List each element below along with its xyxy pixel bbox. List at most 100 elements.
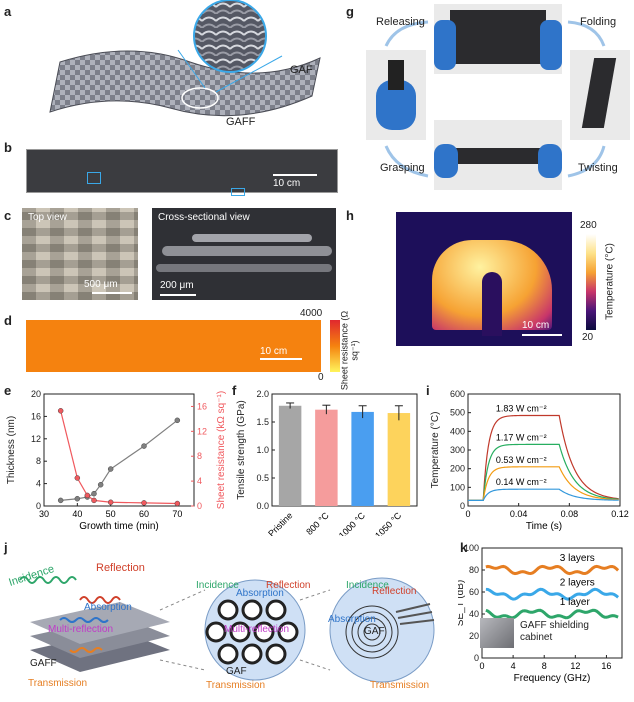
chart-k-series-1-line	[485, 587, 620, 601]
panel-j-illustration: Incidence Reflection Absorption Multi-re…	[0, 540, 460, 697]
chart-i-series-3-label: 0.14 W cm⁻²	[496, 477, 547, 487]
scale-text-b: 10 cm	[273, 178, 301, 189]
colorbar-h-max: 280	[580, 220, 597, 231]
chart-i-xtick-label: 0.12	[611, 509, 629, 519]
chart-f-bar	[278, 405, 302, 506]
chart-f-category-label: 1050 °C	[373, 510, 403, 536]
chart-e-xtick-label: 60	[139, 509, 149, 519]
transmission-label-3: Transmission	[370, 680, 430, 691]
chart-i-ytick-label: 400	[450, 426, 465, 436]
panel-g-photos: Releasing Folding Grasping Twisting	[346, 0, 634, 200]
chart-e-y2tick-label: 16	[197, 401, 207, 411]
chart-k-xtick-label: 16	[601, 661, 611, 671]
chart-f-ytick-label: 2.0	[256, 389, 269, 399]
panel-a-illustration: GAF GAFF	[20, 0, 340, 140]
chart-f-category-label: Pristine	[266, 510, 294, 536]
chart-i-ytick-label: 200	[450, 464, 465, 474]
chart-k-series-2-line	[485, 608, 619, 620]
chart-k-xtick-label: 4	[511, 661, 516, 671]
colorbar-d-max: 4000	[300, 308, 323, 319]
chart-k-series-2-label: 1 layer	[560, 597, 591, 608]
chart-e-series-0-point	[97, 481, 104, 488]
chart-f-category-label: 800 °C	[304, 510, 331, 536]
chart-k-frame	[481, 547, 623, 659]
panel-label-c: c	[4, 208, 12, 223]
chart-k-ytick-label: 0	[474, 653, 479, 663]
panel-h-thermal-image: 10 cm	[396, 212, 572, 346]
chart-k-ytick-label: 80	[469, 565, 479, 575]
transmission-label-2: Transmission	[206, 680, 266, 691]
scale-bar-b	[273, 174, 317, 176]
chart-e-ytick-label: 16	[31, 411, 41, 421]
chart-i-series-1-label: 1.17 W cm⁻²	[496, 432, 547, 442]
chart-i-series-2-label: 0.53 W cm⁻²	[496, 455, 547, 465]
chart-k-ytick-label: 20	[469, 631, 479, 641]
photo-releasing	[366, 50, 426, 140]
chart-k-ytick-label: 40	[469, 609, 479, 619]
photo-twisting	[570, 50, 630, 140]
colorbar-h-min: 20	[582, 332, 594, 343]
chart-e-ytick-label: 0	[36, 501, 41, 511]
panel-label-e: e	[4, 383, 12, 398]
gaf-label-j2: GAF	[364, 626, 385, 637]
panel-b-photo: 10 cm	[26, 149, 338, 196]
chart-f-bar	[315, 409, 338, 506]
chart-i-xtick-label: 0	[465, 509, 470, 519]
chart-e-ytick-label: 12	[31, 434, 41, 444]
chart-f-ylabel: Tensile strength (GPa)	[236, 400, 247, 500]
panel-label-a: a	[4, 4, 12, 19]
chart-i-ytick-label: 300	[450, 445, 465, 455]
gaff-label-j: GAFF	[30, 658, 57, 669]
panel-label-d: d	[4, 313, 12, 328]
reflection-label-3: Reflection	[372, 586, 417, 597]
chart-e-xtick-label: 40	[72, 509, 82, 519]
chart-e-series-1-point	[107, 499, 114, 506]
chart-e-y2tick-label: 8	[197, 451, 202, 461]
chart-e-xlabel: Growth time (min)	[79, 521, 158, 532]
scale-bar-d	[260, 358, 302, 360]
colorbar-d-min: 0	[318, 372, 324, 383]
panel-label-b: b	[4, 140, 12, 155]
incidence-label-2: Incidence	[196, 580, 239, 591]
chart-i-ytick-label: 0	[460, 501, 465, 511]
chart-e-series-0-point	[57, 497, 64, 504]
chart-e: 30 40 50 60 70 Growth time (min) 0 4 8 12 16 20 0 4 8 1…	[6, 389, 227, 532]
chart-k-ytick-label: 60	[469, 587, 479, 597]
absorption-label-3: Absorption	[328, 614, 376, 625]
chart-e-series-0-point	[174, 417, 181, 424]
scale-text-c1: 500 μm	[84, 279, 118, 290]
chart-e-series-0-point	[107, 466, 114, 472]
chart-e-series-1-point	[74, 475, 81, 481]
colorbar-d	[330, 320, 340, 372]
chart-i-ytick-label: 500	[450, 408, 465, 418]
top-view-label: Top view	[28, 212, 67, 223]
chart-e-y2tick-label: 0	[197, 501, 202, 511]
chart-f-category-label: 1000 °C	[337, 510, 367, 536]
cycle-arrows	[384, 20, 606, 178]
scale-bar-c2	[160, 294, 196, 296]
chart-f: 0.0 0.5 1.0 1.5 2.0 Tensile strength (GPa) Pri…	[236, 389, 418, 536]
panel-label-f: f	[232, 383, 237, 398]
chart-e-xtick-label: 50	[106, 509, 116, 519]
chart-k-series-1-label: 2 layers	[560, 577, 595, 588]
multi-reflection-label-2: Multi-reflection	[224, 624, 290, 635]
transmission-label: Transmission	[28, 678, 88, 689]
chart-e-xtick-label: 30	[39, 509, 49, 519]
scale-text-c2: 200 μm	[160, 280, 194, 291]
chart-i-series-0-label: 1.83 W cm⁻²	[496, 403, 547, 413]
panel-label-j: j	[4, 540, 8, 555]
chart-e-series-0-point	[91, 490, 97, 497]
chart-i-series-1-line	[468, 443, 619, 502]
chart-k-xlabel: Frequency (GHz)	[514, 673, 591, 684]
releasing-label: Releasing	[376, 16, 425, 28]
chart-e-ylabel: Thickness (nm)	[6, 416, 17, 484]
chart-e-series-1-point	[141, 500, 147, 506]
chart-i-xlabel: Time (s)	[526, 521, 562, 532]
chart-k: 0 4 8 12 16 Frequency (GHz) 0 20 40 60 80 100 SE_T (…	[458, 543, 623, 684]
chart-e-series-0-line	[60, 419, 178, 501]
chart-i-series-3-line	[468, 488, 619, 502]
chart-k-ytick-label: 100	[464, 543, 479, 553]
chart-e-frame	[43, 393, 195, 507]
reflection-label: Reflection	[96, 562, 145, 574]
chart-i-series-0-line	[468, 414, 619, 502]
